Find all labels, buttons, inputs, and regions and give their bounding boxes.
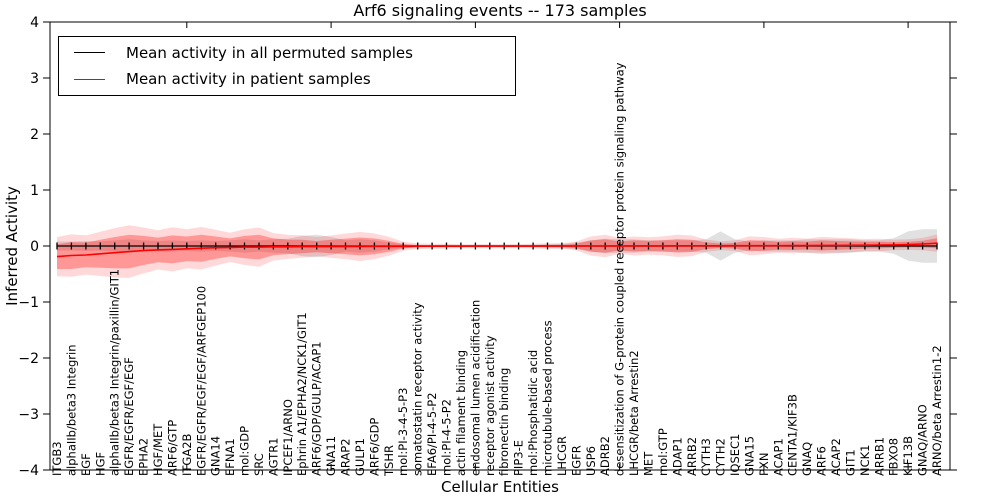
- x-tick-label: LHCGR: [555, 436, 569, 476]
- x-tick-label: ARF6/GDP: [367, 418, 381, 476]
- x-tick-label: fibronectin binding: [497, 368, 511, 476]
- x-tick-label: mol:GTP: [656, 428, 670, 476]
- x-tick-label: GULP1: [353, 438, 367, 476]
- x-tick-label: IQSEC1: [728, 434, 742, 476]
- x-tick-label: alphaIIb/beta3 Integrin: [64, 344, 78, 476]
- x-tick-label: GNA14: [209, 436, 223, 476]
- x-tick-label: ADAP1: [670, 437, 684, 476]
- x-tick-label: EPHA2: [137, 438, 151, 476]
- x-tick-label: ADRB2: [598, 436, 612, 476]
- x-tick-label: CYTH3: [699, 438, 713, 476]
- x-tick-label: EFA6/PI-4-5-P2: [425, 392, 439, 476]
- patient-band-outer: [57, 225, 937, 278]
- x-tick-label: receptor agonist activity: [483, 335, 497, 476]
- chart-title: Arf6 signaling events -- 173 samples: [353, 1, 647, 20]
- x-tick-label: ARF6: [815, 446, 829, 476]
- x-tick-label: GNAQ/ARNO: [916, 404, 930, 476]
- x-tick-label: endosomal lumen acidification: [468, 300, 482, 476]
- x-tick-label: ARRB1: [872, 437, 886, 476]
- x-tick-label: ARAP2: [339, 438, 353, 476]
- x-tick-label: actin filament binding: [454, 350, 468, 476]
- x-tick-label: GNA11: [324, 436, 338, 476]
- x-tick-label: PIP3-E: [512, 440, 526, 476]
- y-tick-label: 2: [30, 127, 39, 143]
- legend-entry-permuted: Mean activity in all permuted samples: [74, 42, 515, 64]
- patient-mean-line: [56, 242, 938, 258]
- x-tick-label: ARF6/GDP/GULP/ACAP1: [310, 341, 324, 476]
- legend: Mean activity in all permuted samples Me…: [58, 36, 516, 96]
- x-tick-label: CENTA1/KIF3B: [786, 394, 800, 476]
- x-tick-label: ACAP1: [771, 438, 785, 476]
- x-tick-label: IPCEF1/ARNO: [281, 399, 295, 476]
- x-tick-label: mol:PI-3-4-5-P3: [396, 388, 410, 476]
- x-tick-label: alphaIIb/beta3 Integrin/paxillin/GIT1: [108, 269, 122, 476]
- x-tick-label: EGFR/EGFR/EGF/EGF/ARFGEP100: [194, 286, 208, 476]
- x-tick-label: microtubule-based process: [541, 320, 555, 476]
- y-tick-label: −3: [18, 407, 39, 423]
- x-tick-label: mol:GDP: [238, 426, 252, 476]
- x-tick-label: CYTH2: [714, 438, 728, 476]
- x-tick-label: EGF: [79, 453, 93, 476]
- y-tick-label: −4: [18, 463, 39, 479]
- x-tick-label: GIT1: [843, 449, 857, 476]
- x-tick-label: Ephrin A1/EPHA2/NCK1/GIT1: [295, 312, 309, 476]
- x-tick-label: EGFR/EGFR/EGF/EGF: [122, 357, 136, 476]
- x-tick-label: PXN: [757, 453, 771, 476]
- x-tick-label: EGFR: [569, 445, 583, 476]
- x-tick-label: SRC: [252, 453, 266, 476]
- x-tick-label: GNAQ: [800, 442, 814, 476]
- x-tick-label: TSHR: [382, 445, 396, 477]
- x-tick-label: ARNO/beta Arrestin1-2: [930, 345, 944, 476]
- y-tick-label: −2: [18, 351, 39, 367]
- x-tick-label: GNA15: [743, 436, 757, 476]
- x-tick-label: mol:PI-4-5-P2: [440, 399, 454, 476]
- x-tick-label: desensitization of G-protein coupled rec…: [613, 62, 627, 476]
- y-tick-label: 1: [30, 183, 39, 199]
- x-tick-label: somatostatin receptor activity: [411, 302, 425, 476]
- x-tick-label: EFNA1: [223, 438, 237, 476]
- x-tick-label: ITGA2B: [180, 433, 194, 476]
- y-tick-label: −1: [18, 295, 39, 311]
- patient-line-swatch: [74, 78, 105, 80]
- x-tick-label: MET: [642, 451, 656, 476]
- x-tick-label: HGF/MET: [151, 423, 165, 476]
- x-tick-label: ARRB2: [685, 437, 699, 476]
- x-tick-label: HGF: [93, 452, 107, 476]
- y-tick-label: 3: [30, 71, 39, 87]
- patient-band-inner: [57, 234, 937, 269]
- x-tick-label: KIF13B: [901, 436, 915, 476]
- x-tick-label: ITGB3: [50, 441, 64, 476]
- x-tick-label: ARF6/GTP: [165, 420, 179, 476]
- x-tick-label: FBXO8: [887, 438, 901, 476]
- x-tick-label: USP6: [584, 446, 598, 476]
- y-tick-label: 0: [30, 239, 39, 255]
- x-tick-label: LHCGR/beta Arrestin2: [627, 350, 641, 476]
- x-tick-label: ACAP2: [829, 438, 843, 476]
- x-axis-label: Cellular Entities: [441, 478, 559, 496]
- x-tick-label: AGTR1: [266, 438, 280, 477]
- y-tick-label: 4: [30, 15, 39, 31]
- legend-entry-patient: Mean activity in patient samples: [74, 68, 515, 90]
- x-tick-label: NCK1: [858, 445, 872, 477]
- x-tick-label: mol:Phosphatidic acid: [526, 350, 540, 476]
- legend-label-permuted: Mean activity in all permuted samples: [126, 43, 413, 62]
- legend-label-patient: Mean activity in patient samples: [126, 70, 371, 89]
- permuted-line-swatch: [74, 52, 105, 54]
